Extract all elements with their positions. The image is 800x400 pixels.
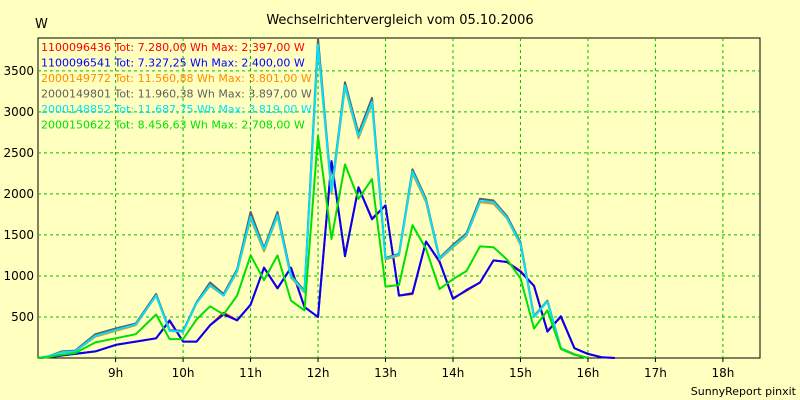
y-axis-unit-label: W <box>35 17 48 32</box>
y-tick-label: 1500 <box>3 228 34 242</box>
y-axis-ticks: 500 1000 1500 2000 2500 3000 3500 <box>3 64 34 324</box>
x-tick-label: 15h <box>509 366 532 380</box>
legend-entry-3: 2000149801 Tot: 11.960,38 Wh Max: 3.897,… <box>41 88 312 101</box>
x-tick-label: 14h <box>442 366 465 380</box>
y-tick-label: 2500 <box>3 146 34 160</box>
chart-title: Wechselrichtervergleich vom 05.10.2006 <box>266 13 533 28</box>
y-tick-label: 2000 <box>3 187 34 201</box>
plot-area <box>37 37 761 359</box>
x-tick-label: 16h <box>576 366 599 380</box>
legend-entry-5: 2000150622 Tot: 8.456,63 Wh Max: 2.708,0… <box>41 119 305 132</box>
y-tick-label: 1000 <box>3 269 34 283</box>
series-line-1 <box>37 160 615 359</box>
y-tick-label: 3500 <box>3 64 34 78</box>
series-line-5 <box>37 134 589 359</box>
legend-entry-4: 2000148852 Tot: 11.687,75 Wh Max: 3.819,… <box>41 103 312 116</box>
x-tick-label: 12h <box>307 366 330 380</box>
x-tick-label: 11h <box>239 366 262 380</box>
y-tick-label: 500 <box>11 310 34 324</box>
y-tick-label: 3000 <box>3 105 34 119</box>
legend-entry-0: 1100096436 Tot: 7.280,00 Wh Max: 2.397,0… <box>41 41 305 54</box>
footer-credit: SunnyReport pinxit <box>691 385 797 398</box>
x-axis-ticks: 9h 10h 11h 12h 13h 14h 15h 16h 17h 18h <box>108 358 734 380</box>
legend-entry-1: 1100096541 Tot: 7.327,25 Wh Max: 2.400,0… <box>41 57 305 70</box>
x-tick-label: 10h <box>172 366 195 380</box>
x-tick-label: 17h <box>644 366 667 380</box>
series-line-4 <box>37 43 589 359</box>
legend: 1100096436 Tot: 7.280,00 Wh Max: 2.397,0… <box>41 41 312 132</box>
series-lines <box>37 37 615 359</box>
x-tick-label: 9h <box>108 366 123 380</box>
legend-entry-2: 2000149772 Tot: 11.560,88 Wh Max: 3.801,… <box>41 72 312 85</box>
x-tick-label: 18h <box>711 366 734 380</box>
x-tick-label: 13h <box>374 366 397 380</box>
